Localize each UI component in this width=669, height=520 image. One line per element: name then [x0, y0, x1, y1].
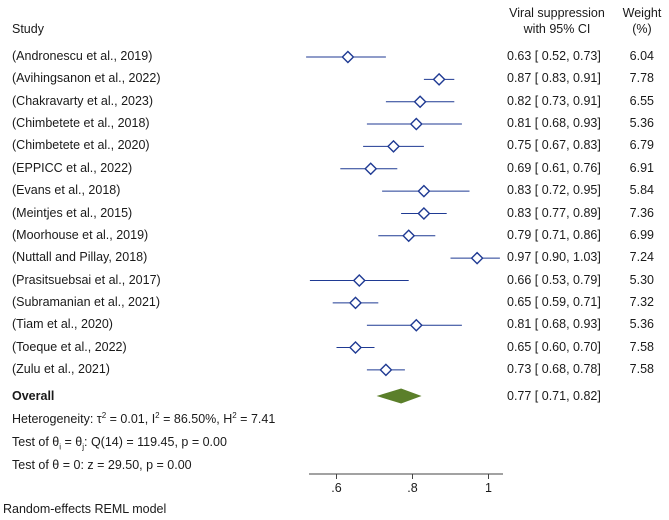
homogeneity-test: Test of θi = θj: Q(14) = 119.45, p = 0.0…	[12, 435, 227, 452]
study-name: (Chakravarty et al., 2023)	[12, 93, 154, 108]
study-ci-text: 0.83 [ 0.77, 0.89]	[507, 205, 601, 220]
study-ci-text: 0.69 [ 0.61, 0.76]	[507, 160, 601, 175]
study-name: (Andronescu et al., 2019)	[12, 49, 153, 63]
study-ci-text: 0.83 [ 0.72, 0.95]	[507, 183, 601, 198]
effect-marker	[409, 117, 423, 131]
study-weight: 6.99	[629, 227, 654, 242]
study-name: (Nuttall and Pillay, 2018)	[12, 250, 148, 265]
study-name: (EPPICC et al., 2022)	[12, 160, 133, 175]
weight-header-line2: (%)	[632, 22, 652, 36]
study-name: (Evans et al., 2018)	[12, 183, 121, 198]
effect-marker	[387, 139, 400, 153]
effect-marker	[402, 229, 416, 243]
effect-size-header-line1: Viral suppression	[509, 6, 605, 20]
study-column-header: Study	[12, 22, 44, 36]
overall-diamond	[376, 388, 422, 404]
study-weight: 7.58	[629, 339, 654, 354]
effect-marker	[349, 341, 362, 355]
zero-effect-test: Test of θ = 0: z = 29.50, p = 0.00	[12, 458, 192, 472]
study-ci-text: 0.79 [ 0.71, 0.86]	[507, 227, 601, 242]
study-ci-text: 0.81 [ 0.68, 0.93]	[507, 317, 601, 332]
study-ci-text: 0.66 [ 0.53, 0.79]	[507, 272, 601, 287]
study-name: (Chimbetete et al., 2020)	[12, 138, 150, 153]
study-weight: 7.24	[629, 250, 654, 265]
study-weight: 7.58	[629, 361, 654, 376]
study-ci-text: 0.63 [ 0.52, 0.73]	[507, 49, 601, 63]
study-name: (Meintjes et al., 2015)	[12, 205, 133, 220]
effect-marker	[364, 162, 378, 176]
effect-marker	[413, 95, 427, 109]
study-weight: 5.84	[629, 183, 654, 198]
effect-marker	[409, 318, 423, 332]
study-weight: 7.36	[629, 205, 654, 220]
study-name: (Avihingsanon et al., 2022)	[12, 71, 161, 86]
model-note: Random-effects REML model	[3, 502, 167, 516]
x-tick-label: .6	[331, 481, 341, 495]
study-ci-text: 0.82 [ 0.73, 0.91]	[507, 93, 601, 108]
study-name: (Chimbetete et al., 2018)	[12, 116, 150, 131]
effect-marker	[352, 274, 366, 287]
study-weight: 5.36	[629, 116, 654, 131]
x-tick-label: .8	[407, 481, 417, 495]
effect-marker	[379, 363, 393, 377]
study-weight: 6.91	[629, 160, 654, 175]
overall-ci-text: 0.77 [ 0.71, 0.82]	[507, 389, 601, 403]
study-ci-text: 0.81 [ 0.68, 0.93]	[507, 116, 601, 131]
study-weight: 7.32	[629, 294, 654, 309]
study-weight: 6.79	[629, 138, 654, 153]
effect-marker	[470, 251, 484, 265]
study-weight: 6.55	[629, 93, 654, 108]
effect-marker	[417, 184, 431, 198]
study-name: (Zulu et al., 2021)	[12, 361, 110, 376]
study-ci-text: 0.87 [ 0.83, 0.91]	[507, 71, 601, 86]
study-name: (Toeque et al., 2022)	[12, 339, 127, 354]
study-ci-text: 0.75 [ 0.67, 0.83]	[507, 138, 601, 153]
study-name: (Tiam et al., 2020)	[12, 317, 113, 332]
study-ci-text: 0.97 [ 0.90, 1.03]	[507, 250, 601, 265]
study-weight: 6.04	[629, 49, 654, 63]
x-tick-label: 1	[485, 481, 492, 495]
effect-marker	[432, 72, 446, 86]
heterogeneity-stats: Heterogeneity: τ2 = 0.01, I2 = 86.50%, H…	[12, 411, 276, 427]
study-weight: 5.30	[629, 272, 654, 287]
study-ci-text: 0.65 [ 0.59, 0.71]	[507, 294, 601, 309]
study-weight: 7.78	[629, 71, 654, 86]
study-weight: 5.36	[629, 317, 654, 332]
study-name: (Subramanian et al., 2021)	[12, 294, 161, 309]
study-name: (Prasitsuebsai et al., 2017)	[12, 272, 161, 287]
study-ci-text: 0.73 [ 0.68, 0.78]	[507, 361, 601, 376]
effect-marker	[341, 50, 355, 64]
effect-marker	[349, 296, 362, 310]
effect-marker	[417, 206, 431, 220]
weight-header-line1: Weight	[622, 6, 662, 20]
study-name: (Moorhouse et al., 2019)	[12, 227, 149, 242]
overall-label: Overall	[12, 389, 55, 403]
effect-size-header-line2: with 95% CI	[523, 22, 591, 36]
study-ci-text: 0.65 [ 0.60, 0.70]	[507, 339, 601, 354]
